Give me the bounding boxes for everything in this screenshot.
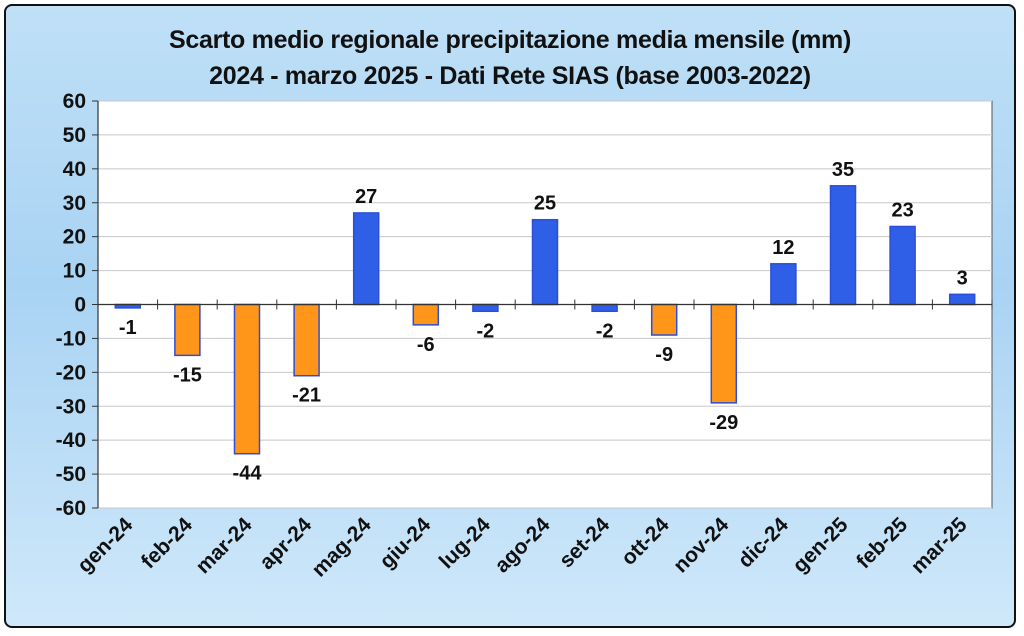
data-label-giu-24: -6 [417,334,435,356]
data-label-apr-24: -21 [292,385,321,407]
y-tick-label: 60 [63,90,86,113]
bar-ott-24 [650,303,678,336]
bar-mag-24 [352,212,380,306]
y-tick-label: -60 [56,497,86,520]
y-tick-label: 0 [74,294,86,317]
data-label-mar-25: 3 [957,267,968,289]
x-tick-label-mar-25: mar-25 [907,513,972,578]
y-tick-label: 50 [63,124,86,147]
y-tick-label: -30 [56,395,86,418]
bar-mar-24 [233,303,261,455]
y-tick-label: -20 [56,361,86,384]
data-label-feb-25: 23 [891,199,913,221]
bar-mar-25 [948,293,976,306]
x-tick-label-mar-24: mar-24 [192,513,257,578]
y-tick-label: 10 [63,260,86,283]
bar-set-24 [591,303,618,313]
y-tick-label: -50 [56,463,86,486]
data-label-gen-24: -1 [119,317,137,339]
y-tick-label: -10 [56,327,86,350]
x-tick-label-dic-24: dic-24 [734,513,793,572]
data-label-feb-24: -15 [173,364,202,386]
x-tick-label-giu-24: giu-24 [375,513,435,573]
data-label-mar-24: -44 [233,463,263,485]
data-label-set-24: -2 [596,320,614,342]
bar-apr-24 [293,303,320,377]
x-tick-label-gen-25: gen-25 [788,513,852,577]
x-tick-label-set-24: set-24 [555,513,614,572]
bar-gen-25 [829,185,857,306]
y-tick-label: 40 [63,158,86,181]
chart-title: Scarto medio regionale precipitazione me… [168,26,851,54]
x-tick-label-lug-24: lug-24 [435,513,495,573]
y-tick-label: 20 [63,226,86,249]
bar-lug-24 [472,303,499,313]
x-tick-label-gen-24: gen-24 [73,513,137,577]
data-label-lug-24: -2 [477,320,495,342]
bar-feb-25 [889,225,916,306]
x-tick-label-feb-24: feb-24 [137,513,197,573]
bar-nov-24 [710,303,738,404]
bar-ago-24 [531,218,559,306]
y-tick-label: 30 [63,192,86,215]
data-label-gen-25: 35 [832,159,854,181]
data-label-dic-24: 12 [772,237,794,259]
chart-subtitle: 2024 - marzo 2025 - Dati Rete SIAS (base… [209,62,811,90]
y-tick-label: -40 [56,429,86,452]
data-label-ago-24: 25 [534,193,556,215]
data-label-ott-24: -9 [655,344,673,366]
data-label-mag-24: 27 [355,186,377,208]
bar-dic-24 [770,263,797,306]
data-label-nov-24: -29 [709,412,738,434]
x-tick-label-mag-24: mag-24 [307,513,375,581]
x-tick-label-nov-24: nov-24 [669,513,733,577]
bar-feb-24 [174,303,201,357]
x-tick-label-ago-24: ago-24 [490,513,554,577]
bar-giu-24 [412,303,440,326]
x-tick-label-ott-24: ott-24 [617,513,674,570]
x-tick-label-feb-25: feb-25 [852,513,912,573]
